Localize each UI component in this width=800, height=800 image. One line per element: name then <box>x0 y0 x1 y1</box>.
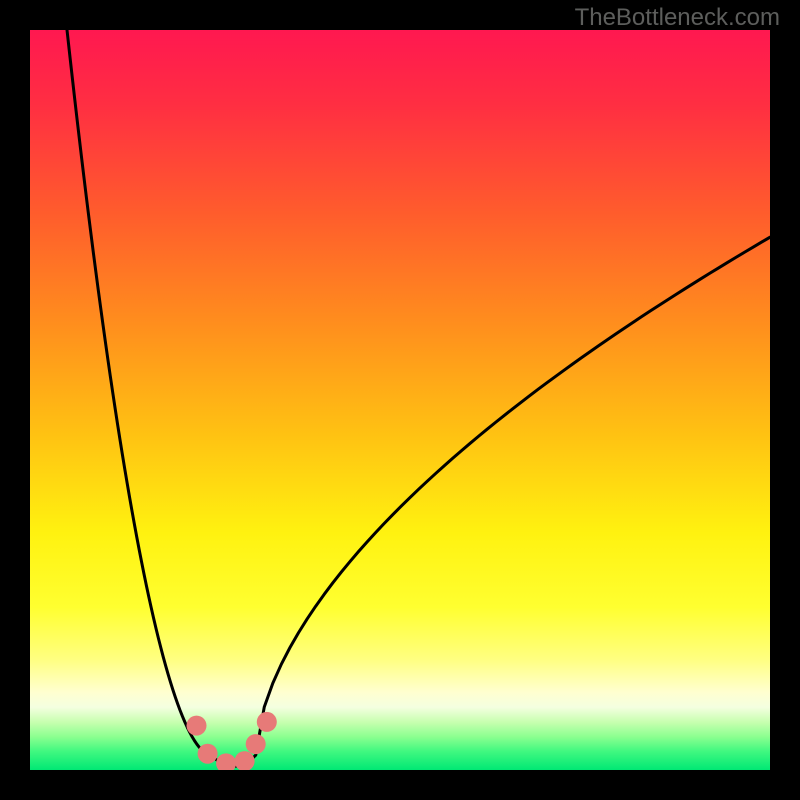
data-marker <box>198 744 218 764</box>
watermark-text: TheBottleneck.com <box>575 4 780 32</box>
plot-svg <box>30 30 770 770</box>
chart-frame: TheBottleneck.com <box>0 0 800 800</box>
plot-area <box>30 30 770 770</box>
data-marker <box>257 712 277 732</box>
data-marker <box>246 734 266 754</box>
gradient-background <box>30 30 770 770</box>
data-marker <box>187 716 207 736</box>
